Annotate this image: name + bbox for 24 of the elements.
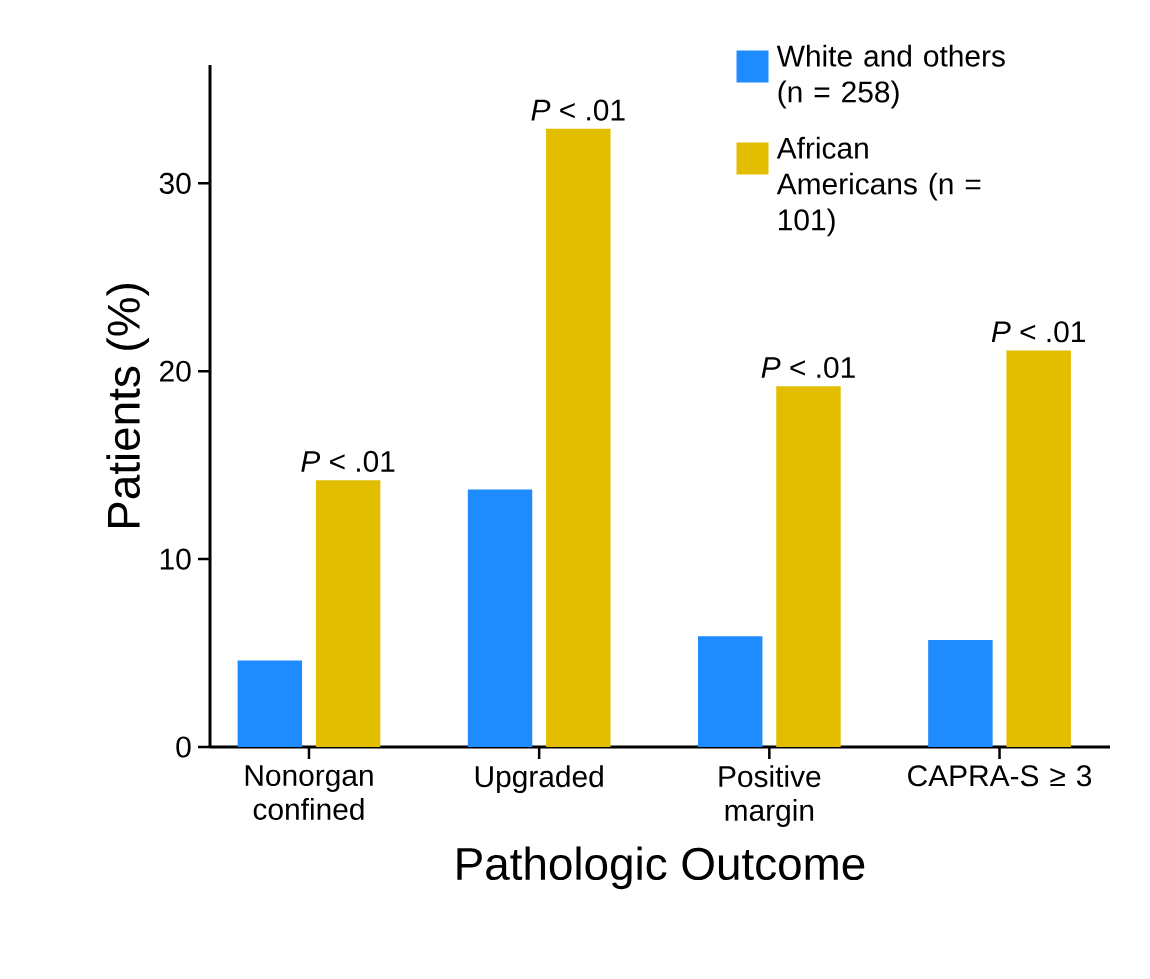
- bar: [776, 386, 841, 747]
- x-tick-label: CAPRA-S ≥ 3: [908, 765, 1092, 787]
- bar: [928, 639, 993, 747]
- y-tick-label: 30: [159, 172, 191, 194]
- annotation: P < .01: [761, 356, 855, 379]
- x-tick-label: Positive margin: [719, 765, 821, 827]
- bar: [1006, 350, 1071, 747]
- bar: [315, 480, 381, 747]
- legend-label: African Americans (n = 101): [776, 136, 981, 237]
- legend-label: White and others (n = 258): [776, 44, 1005, 109]
- bar: [237, 660, 303, 747]
- y-tick-label: 10: [160, 548, 191, 570]
- y-tick-label: 20: [160, 360, 191, 382]
- x-axis-title: Pathologic Outcome: [457, 846, 865, 890]
- bar: [467, 489, 533, 747]
- x-tick-label: Upgraded: [475, 765, 603, 794]
- y-tick-label: 0: [176, 736, 191, 758]
- x-tick-label: Nonorgan confined: [245, 765, 373, 820]
- annotation: P < .01: [301, 450, 395, 473]
- bar: [546, 128, 611, 747]
- bar: [697, 636, 763, 747]
- annotation: P < .01: [991, 321, 1085, 343]
- y-axis-title: Patients (%): [106, 284, 150, 528]
- annotation: P < .01: [531, 99, 625, 121]
